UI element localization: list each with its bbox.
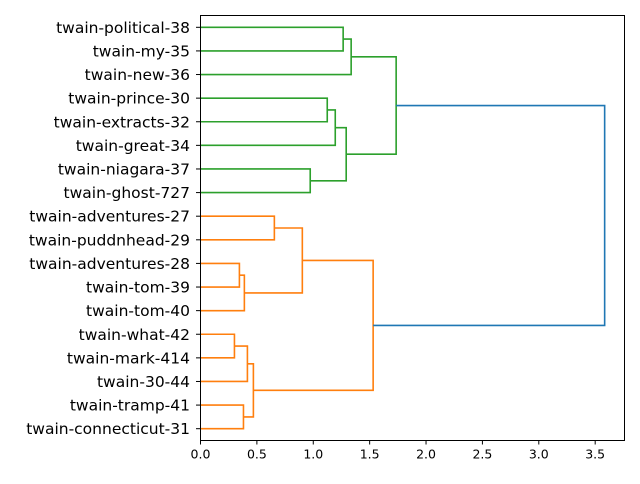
dendrogram-link — [253, 259, 374, 392]
x-axis-ticks: 0.0 0.5 1.0 1.5 2.0 2.5 3.0 3.5 — [191, 440, 605, 462]
dendrogram-link — [244, 227, 304, 294]
x-tick-label: 0.5 — [247, 447, 267, 462]
dendrogram-link — [200, 333, 236, 359]
x-tick-label: 3.0 — [529, 447, 549, 462]
dendrogram-link — [200, 168, 312, 194]
leaf-label: twain-political-38 — [56, 19, 190, 37]
dendrogram-link — [373, 104, 606, 327]
leaf-label: twain-ghost-727 — [64, 184, 190, 202]
dendrogram-link — [200, 109, 337, 147]
dendrogram-link — [200, 26, 344, 52]
dendrogram-link — [346, 56, 397, 156]
leaf-label: twain-new-36 — [85, 66, 190, 84]
leaf-label: twain-tom-40 — [86, 302, 190, 320]
x-tick-label: 1.0 — [303, 447, 323, 462]
leaf-label: twain-adventures-27 — [29, 208, 190, 226]
dendrogram-link — [200, 274, 246, 312]
dendrogram-link — [200, 404, 245, 430]
x-tick-label: 1.5 — [360, 447, 380, 462]
x-tick-label: 3.5 — [585, 447, 605, 462]
leaf-label: twain-my-35 — [93, 42, 190, 60]
leaf-label: twain-niagara-37 — [58, 160, 190, 178]
dendrogram-link — [200, 345, 249, 383]
leaf-label: twain-what-42 — [79, 326, 190, 344]
x-tick-label: 0.0 — [191, 447, 211, 462]
leaf-label: twain-mark-414 — [67, 349, 190, 367]
plot-frame — [200, 15, 625, 441]
dendrogram-link — [200, 262, 241, 288]
dendrogram-link — [200, 97, 329, 123]
leaf-label: twain-prince-30 — [68, 90, 190, 108]
dendrogram-links — [200, 26, 606, 430]
leaf-label: twain-tramp-41 — [70, 397, 190, 415]
x-tick-label: 2.0 — [416, 447, 436, 462]
leaf-label: twain-puddnhead-29 — [29, 231, 190, 249]
dendrogram-link — [243, 362, 255, 418]
leaf-label: twain-great-34 — [76, 137, 190, 155]
leaf-labels: twain-political-38 twain-my-35 twain-new-3… — [26, 19, 201, 438]
leaf-label: twain-adventures-28 — [29, 255, 190, 273]
leaf-label: twain-30-44 — [97, 373, 190, 391]
x-tick-label: 2.5 — [472, 447, 492, 462]
dendrogram-link — [200, 215, 276, 241]
leaf-label: twain-extracts-32 — [54, 113, 190, 131]
dendrogram-link — [310, 126, 347, 182]
leaf-label: twain-connecticut-31 — [26, 420, 190, 438]
leaf-label: twain-tom-39 — [86, 279, 190, 297]
dendrogram-link — [200, 38, 352, 76]
